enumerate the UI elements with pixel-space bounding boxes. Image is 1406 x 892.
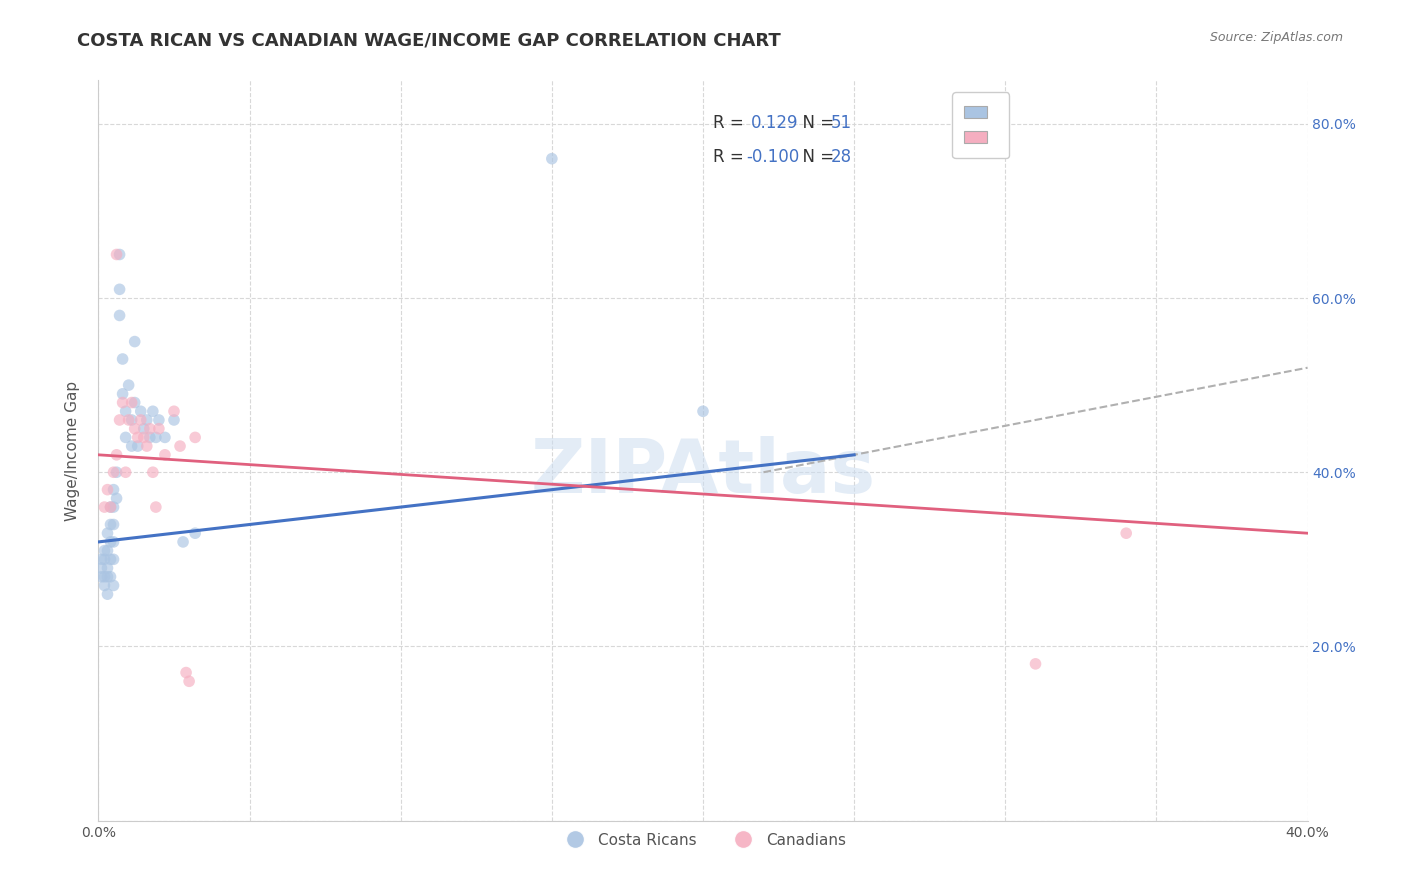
Point <box>174 665 197 680</box>
Point <box>105 465 128 479</box>
Point <box>692 404 714 418</box>
Point <box>93 500 115 514</box>
Text: N =: N = <box>793 113 839 132</box>
Point <box>105 247 128 261</box>
Point <box>100 552 122 566</box>
Point <box>103 517 125 532</box>
Point <box>142 404 165 418</box>
Point <box>121 413 143 427</box>
Text: 51: 51 <box>831 113 852 132</box>
Point <box>100 535 122 549</box>
Text: ZIPAtlas: ZIPAtlas <box>530 436 876 509</box>
Point <box>184 526 207 541</box>
Text: R =: R = <box>713 148 748 167</box>
Point <box>118 413 141 427</box>
Point <box>124 395 146 409</box>
Point <box>114 430 136 444</box>
Point <box>184 430 207 444</box>
Point <box>124 334 146 349</box>
Point <box>93 543 115 558</box>
Point <box>121 395 143 409</box>
Point <box>139 430 162 444</box>
Point <box>169 439 191 453</box>
Point <box>127 430 149 444</box>
Point <box>108 309 131 323</box>
Text: R =: R = <box>713 113 748 132</box>
Point <box>93 552 115 566</box>
Point <box>153 448 176 462</box>
Text: -0.100: -0.100 <box>747 148 800 167</box>
Point <box>108 282 131 296</box>
Point <box>148 413 170 427</box>
Point <box>90 561 112 575</box>
Point <box>96 561 118 575</box>
Point <box>103 500 125 514</box>
Text: N =: N = <box>793 148 839 167</box>
Point <box>129 413 152 427</box>
Point <box>172 535 194 549</box>
Text: COSTA RICAN VS CANADIAN WAGE/INCOME GAP CORRELATION CHART: COSTA RICAN VS CANADIAN WAGE/INCOME GAP … <box>77 31 782 49</box>
Point <box>103 465 125 479</box>
Point <box>142 465 165 479</box>
Point <box>114 465 136 479</box>
Point <box>153 430 176 444</box>
Point <box>135 439 157 453</box>
Point <box>90 570 112 584</box>
Point <box>540 152 562 166</box>
Point <box>96 570 118 584</box>
Point <box>132 422 155 436</box>
Point <box>129 404 152 418</box>
Text: Source: ZipAtlas.com: Source: ZipAtlas.com <box>1209 31 1343 45</box>
Legend: Costa Ricans, Canadians: Costa Ricans, Canadians <box>554 827 852 854</box>
Point <box>96 483 118 497</box>
Point <box>114 404 136 418</box>
Point <box>103 483 125 497</box>
Point <box>96 526 118 541</box>
Point <box>127 439 149 453</box>
Point <box>96 587 118 601</box>
Point <box>111 387 134 401</box>
Point <box>103 552 125 566</box>
Point <box>111 395 134 409</box>
Point <box>100 500 122 514</box>
Point <box>108 247 131 261</box>
Point <box>121 439 143 453</box>
Point <box>100 500 122 514</box>
Point <box>132 430 155 444</box>
Point <box>108 413 131 427</box>
Point <box>1024 657 1046 671</box>
Y-axis label: Wage/Income Gap: Wage/Income Gap <box>65 380 80 521</box>
Point <box>93 578 115 592</box>
Point <box>105 448 128 462</box>
Point <box>163 404 186 418</box>
Point <box>145 430 167 444</box>
Point <box>93 570 115 584</box>
Point <box>103 578 125 592</box>
Point <box>118 378 141 392</box>
Point <box>148 422 170 436</box>
Point <box>100 517 122 532</box>
Point <box>105 491 128 506</box>
Text: 28: 28 <box>831 148 852 167</box>
Point <box>103 535 125 549</box>
Point <box>111 351 134 366</box>
Point <box>124 422 146 436</box>
Text: 0.129: 0.129 <box>751 113 799 132</box>
Point <box>135 413 157 427</box>
Point <box>100 570 122 584</box>
Point <box>163 413 186 427</box>
Point <box>139 422 162 436</box>
Point <box>1115 526 1137 541</box>
Point <box>90 552 112 566</box>
Point <box>179 674 201 689</box>
Point <box>145 500 167 514</box>
Point <box>96 543 118 558</box>
